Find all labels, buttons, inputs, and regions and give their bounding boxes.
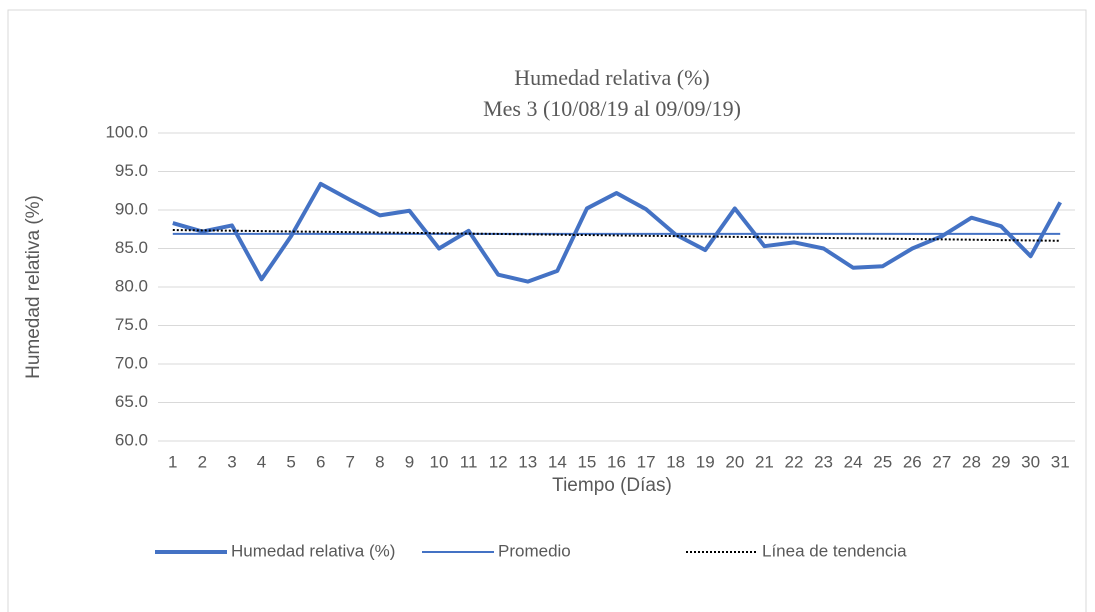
x-tick-label: 24 <box>844 452 863 471</box>
x-tick-label: 16 <box>607 452 626 471</box>
x-tick-label: 8 <box>375 452 384 471</box>
y-tick-label: 70.0 <box>115 353 148 372</box>
x-tick-label: 29 <box>992 452 1011 471</box>
x-tick-label: 11 <box>460 452 478 471</box>
x-tick-label: 2 <box>198 452 207 471</box>
y-tick-label: 100.0 <box>105 122 148 141</box>
x-tick-label: 18 <box>666 452 685 471</box>
x-tick-label: 21 <box>755 452 774 471</box>
x-tick-label: 28 <box>962 452 981 471</box>
x-tick-label: 5 <box>286 452 295 471</box>
x-tick-label: 7 <box>346 452 355 471</box>
x-tick-label: 3 <box>227 452 236 471</box>
chart-frame <box>7 9 1087 612</box>
y-tick-label: 90.0 <box>115 199 148 218</box>
x-tick-label: 25 <box>873 452 892 471</box>
x-tick-label: 6 <box>316 452 325 471</box>
x-tick-label: 19 <box>696 452 715 471</box>
y-axis-label: Humedad relativa (%) <box>23 195 44 379</box>
x-tick-label: 17 <box>637 452 656 471</box>
y-tick-label: 85.0 <box>115 238 148 257</box>
series-line <box>172 181 1062 284</box>
legend-label: Humedad relativa (%) <box>231 541 395 560</box>
x-tick-label: 22 <box>785 452 804 471</box>
legend-label: Línea de tendencia <box>762 541 907 560</box>
y-tick-label: 95.0 <box>115 161 148 180</box>
x-tick-label: 15 <box>577 452 596 471</box>
x-tick-label: 9 <box>405 452 414 471</box>
x-tick-label: 13 <box>518 452 537 471</box>
chart-title: Humedad relativa (%) <box>514 65 709 90</box>
legend-label: Promedio <box>498 541 571 560</box>
x-tick-label: 12 <box>489 452 508 471</box>
y-tick-label: 80.0 <box>115 276 148 295</box>
x-tick-label: 30 <box>1021 452 1040 471</box>
x-tick-label: 10 <box>430 452 449 471</box>
x-tick-label: 31 <box>1051 452 1070 471</box>
x-tick-label: 23 <box>814 452 833 471</box>
x-tick-label: 1 <box>168 452 177 471</box>
x-tick-label: 14 <box>548 452 567 471</box>
chart-subtitle: Mes 3 (10/08/19 al 09/09/19) <box>483 96 741 121</box>
x-tick-label: 20 <box>725 452 744 471</box>
x-tick-label: 4 <box>257 452 266 471</box>
x-tick-label: 27 <box>932 452 951 471</box>
y-tick-label: 60.0 <box>115 430 148 449</box>
x-tick-label: 26 <box>903 452 922 471</box>
x-axis-label: Tiempo (Días) <box>552 475 672 496</box>
y-tick-label: 75.0 <box>115 315 148 334</box>
y-tick-label: 65.0 <box>115 392 148 411</box>
